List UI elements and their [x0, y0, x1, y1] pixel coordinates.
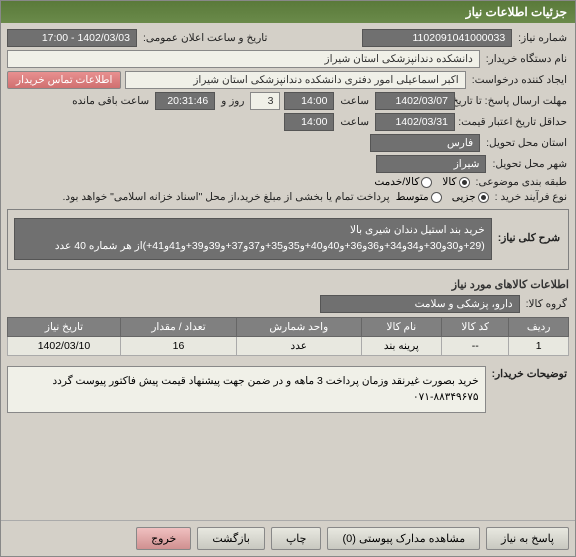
days-value: 3 [250, 92, 280, 110]
time-label-1: ساعت [338, 95, 371, 107]
radio-service[interactable]: کالا/خدمت [374, 176, 432, 188]
col-date: تاریخ نیاز [8, 317, 121, 336]
remaining-label: ساعت باقی مانده [70, 95, 151, 107]
cell-code: -- [442, 336, 509, 355]
window-titlebar: جزئیات اطلاعات نیاز [1, 1, 575, 23]
goods-group-value: دارو، پزشکی و سلامت [320, 295, 520, 313]
city-value: شیراز [376, 155, 486, 173]
general-desc-section: شرح کلی نیاز: خرید بند استیل دندان شیری … [7, 209, 569, 270]
respond-button[interactable]: پاسخ به نیاز [486, 527, 569, 550]
province-label: استان محل تحویل: [484, 137, 569, 149]
days-label: روز و [219, 95, 246, 107]
goods-info-header: اطلاعات کالاهای مورد نیاز [7, 278, 569, 291]
category-label: طبقه بندی موضوعی: [474, 176, 569, 188]
desc-line-2: (29+و30و30+و34و34+و36و36+و40و40+و35و35+و… [21, 239, 485, 255]
buyer-notes-box: خرید بصورت غیرنقد وزمان پرداخت 3 ماهه و … [7, 366, 486, 414]
content-area: شماره نیاز: 1102091041000033 تاریخ و ساع… [1, 23, 575, 520]
remaining-time: 20:31:46 [155, 92, 215, 110]
col-unit: واحد شمارش [237, 317, 361, 336]
need-number-value: 1102091041000033 [362, 29, 512, 47]
footer-buttons: پاسخ به نیاز مشاهده مدارک پیوستی (0) چاپ… [1, 520, 575, 556]
col-qty: تعداد / مقدار [120, 317, 236, 336]
buyer-name-value: دانشکده دندانپزشکی استان شیراز [7, 50, 480, 68]
need-number-label: شماره نیاز: [516, 32, 569, 44]
table-header-row: ردیف کد کالا نام کالا واحد شمارش تعداد /… [8, 317, 569, 336]
goods-group-label: گروه کالا: [524, 298, 569, 310]
col-name: نام کالا [361, 317, 442, 336]
col-code: کد کالا [442, 317, 509, 336]
notes-line-1: خرید بصورت غیرنقد وزمان پرداخت 3 ماهه و … [14, 373, 479, 390]
desc-line-1: خرید بند استیل دندان شیری بالا [21, 223, 485, 239]
goods-table: ردیف کد کالا نام کالا واحد شمارش تعداد /… [7, 317, 569, 356]
general-desc-label: شرح کلی نیاز: [496, 232, 562, 244]
window-title: جزئیات اطلاعات نیاز [466, 5, 567, 19]
city-label: شهر محل تحویل: [490, 158, 569, 170]
province-value: فارس [370, 134, 480, 152]
table-row[interactable]: 1 -- پرینه بند عدد 16 1402/03/10 [8, 336, 569, 355]
validity-label: حداقل تاریخ اعتبار قیمت: تا تاریخ: [459, 116, 569, 128]
validity-date: 1402/03/31 [375, 113, 455, 131]
main-window: جزئیات اطلاعات نیاز شماره نیاز: 11020910… [0, 0, 576, 557]
category-radio-group: کالا کالا/خدمت [374, 176, 469, 188]
cell-name: پرینه بند [361, 336, 442, 355]
deadline-time: 14:00 [284, 92, 334, 110]
requester-value: اکبر اسماعیلی امور دفتری دانشکده دندانپز… [125, 71, 465, 89]
back-button[interactable]: بازگشت [197, 527, 265, 550]
cell-qty: 16 [120, 336, 236, 355]
col-row: ردیف [509, 317, 569, 336]
print-button[interactable]: چاپ [271, 527, 322, 550]
deadline-label: مهلت ارسال پاسخ: تا تاریخ: [459, 95, 569, 107]
radio-goods[interactable]: کالا [442, 176, 469, 188]
purchase-type-label: نوع فرآیند خرید : [493, 191, 569, 203]
buyer-notes-label: توضیحات خریدار: [490, 364, 569, 380]
radio-dot-icon [459, 177, 470, 188]
time-label-2: ساعت [338, 116, 371, 128]
radio-dot-icon [431, 192, 442, 203]
exit-button[interactable]: خروج [136, 527, 191, 550]
cell-row: 1 [509, 336, 569, 355]
contact-buyer-button[interactable]: اطلاعات تماس خریدار [7, 71, 121, 89]
announce-value: 1402/03/03 - 17:00 [7, 29, 137, 47]
attachments-button[interactable]: مشاهده مدارک پیوستی (0) [327, 527, 480, 550]
radio-medium[interactable]: متوسط [396, 191, 442, 203]
requester-label: ایجاد کننده درخواست: [470, 74, 569, 86]
general-desc-box: خرید بند استیل دندان شیری بالا (29+و30و3… [14, 218, 492, 260]
deadline-date: 1402/03/07 [375, 92, 455, 110]
radio-dot-icon [421, 177, 432, 188]
notes-line-2: ۰۷۱-۸۸۳۴۹۶۷۵ [14, 389, 479, 406]
purchase-type-radio-group: جزیی متوسط [396, 191, 489, 203]
cell-unit: عدد [237, 336, 361, 355]
cell-date: 1402/03/10 [8, 336, 121, 355]
radio-dot-icon [478, 192, 489, 203]
validity-time: 14:00 [284, 113, 334, 131]
buyer-name-label: نام دستگاه خریدار: [484, 53, 569, 65]
radio-partial[interactable]: جزیی [452, 191, 489, 203]
purchase-note: پرداخت تمام یا بخشی از مبلغ خرید،از محل … [7, 191, 392, 203]
announce-label: تاریخ و ساعت اعلان عمومی: [141, 32, 269, 44]
